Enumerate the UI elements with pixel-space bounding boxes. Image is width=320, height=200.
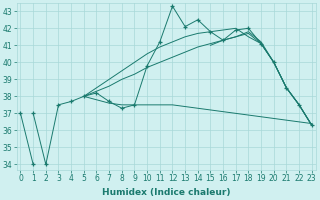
X-axis label: Humidex (Indice chaleur): Humidex (Indice chaleur) — [102, 188, 230, 197]
